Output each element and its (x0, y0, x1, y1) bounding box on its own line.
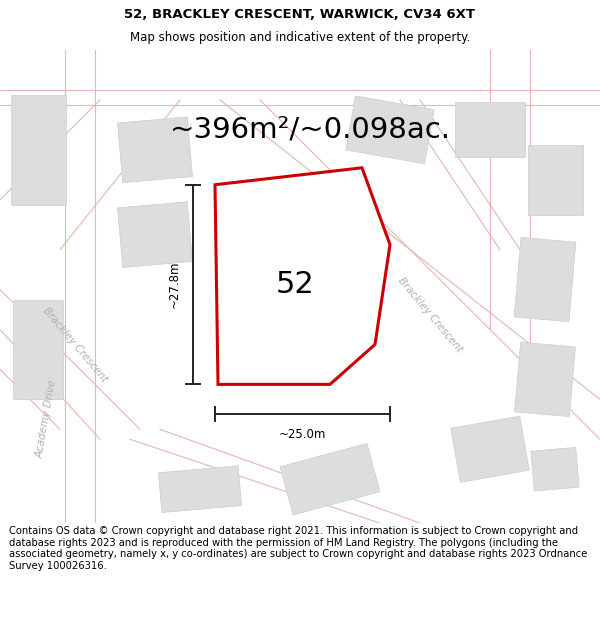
Polygon shape (346, 96, 434, 164)
Polygon shape (118, 202, 193, 268)
Polygon shape (158, 466, 242, 512)
Polygon shape (0, 50, 600, 100)
Text: Contains OS data © Crown copyright and database right 2021. This information is : Contains OS data © Crown copyright and d… (9, 526, 587, 571)
Polygon shape (531, 448, 579, 491)
Polygon shape (11, 95, 65, 205)
Polygon shape (490, 50, 600, 523)
Polygon shape (514, 238, 576, 322)
Polygon shape (215, 168, 390, 384)
Polygon shape (0, 50, 80, 523)
Text: Map shows position and indicative extent of the property.: Map shows position and indicative extent… (130, 31, 470, 44)
Polygon shape (0, 50, 600, 523)
Polygon shape (527, 145, 583, 215)
Text: ~396m²/~0.098ac.: ~396m²/~0.098ac. (170, 116, 451, 144)
Text: ~27.8m: ~27.8m (168, 261, 181, 308)
Polygon shape (110, 249, 430, 523)
Polygon shape (0, 439, 600, 523)
Polygon shape (0, 319, 220, 523)
Text: Brackley Crescent: Brackley Crescent (396, 275, 464, 354)
Text: Brackley Crescent: Brackley Crescent (41, 305, 109, 384)
Polygon shape (280, 444, 380, 515)
Polygon shape (13, 299, 63, 399)
Text: ~25.0m: ~25.0m (279, 428, 326, 441)
Text: 52, BRACKLEY CRESCENT, WARWICK, CV34 6XT: 52, BRACKLEY CRESCENT, WARWICK, CV34 6XT (125, 8, 476, 21)
Polygon shape (118, 117, 193, 182)
Polygon shape (455, 102, 525, 158)
Text: Academy Drive: Academy Drive (35, 379, 59, 459)
Polygon shape (451, 416, 529, 482)
Text: 52: 52 (275, 270, 314, 299)
Polygon shape (515, 342, 575, 417)
